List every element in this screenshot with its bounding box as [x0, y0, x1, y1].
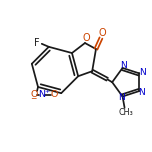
- Text: O: O: [50, 90, 58, 99]
- Text: −: −: [30, 95, 37, 104]
- Text: CH₃: CH₃: [118, 108, 133, 117]
- Text: +: +: [44, 89, 49, 94]
- Text: O: O: [82, 33, 90, 43]
- Text: O: O: [30, 90, 38, 99]
- Text: N: N: [138, 88, 145, 97]
- Text: F: F: [34, 38, 40, 48]
- Text: N: N: [139, 68, 146, 77]
- Text: N: N: [118, 93, 125, 102]
- Text: N: N: [120, 61, 127, 70]
- Text: N: N: [38, 90, 46, 99]
- Text: O: O: [98, 28, 106, 38]
